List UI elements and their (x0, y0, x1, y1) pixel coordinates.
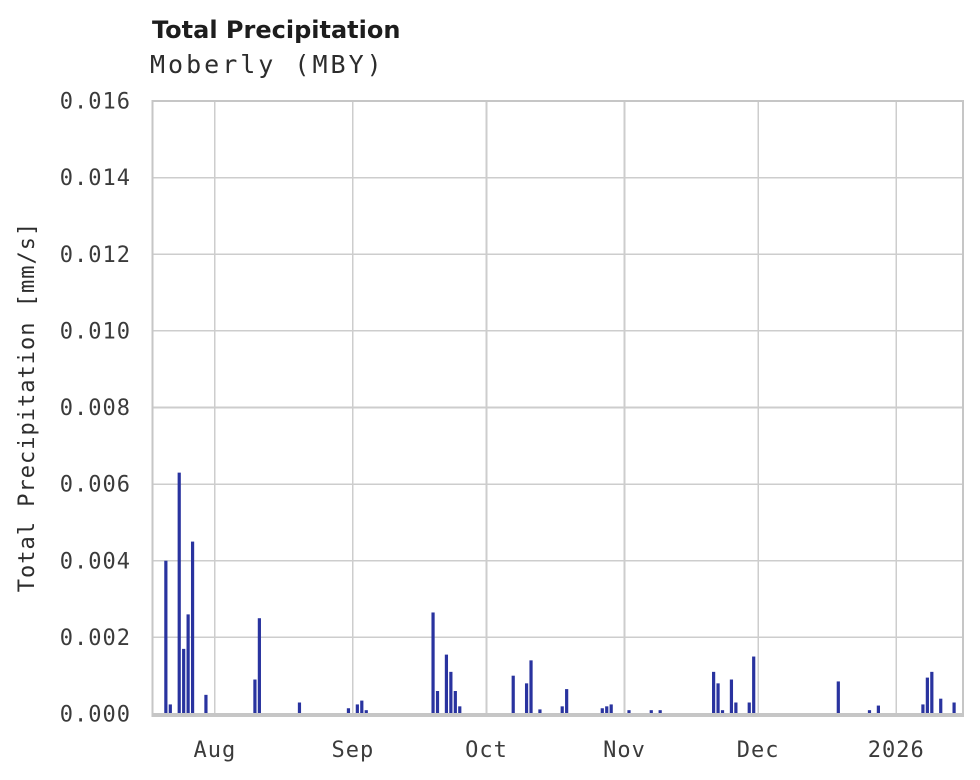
spike-bar (609, 704, 613, 713)
spike-bar (346, 708, 351, 713)
spike-bar (930, 671, 934, 713)
spike-bar (952, 702, 956, 713)
x-tick-label: Sep (332, 738, 375, 763)
spike-bar (747, 702, 751, 713)
spike-bar (449, 671, 453, 713)
chart-subtitle: Moberly (MBY) (150, 50, 385, 79)
spike-bar (431, 612, 435, 713)
spike-bar (511, 675, 515, 713)
spike-bar (627, 710, 631, 713)
spike-bar (925, 677, 929, 713)
spike-bar (297, 702, 302, 713)
spike-bar (605, 706, 609, 713)
spike-bar (524, 683, 529, 713)
x-tick-label: 2026 (868, 738, 925, 763)
spike-bar (435, 691, 440, 713)
spike-bar (876, 705, 880, 713)
spike-bar (186, 614, 190, 713)
spike-bar (720, 710, 725, 713)
spike-bar (458, 706, 462, 713)
y-tick-label: 0.000 (60, 703, 131, 728)
spike-bar (182, 648, 186, 713)
y-tick-label: 0.012 (60, 243, 131, 268)
spike-bar (177, 472, 181, 713)
spike-bar (752, 656, 756, 713)
x-tick-label: Nov (603, 738, 646, 763)
spike-bar (565, 689, 569, 713)
y-tick-label: 0.008 (60, 396, 131, 421)
spike-bar (253, 679, 257, 713)
spike-bar (600, 708, 604, 713)
spike-bar (364, 710, 368, 713)
spike-bar (538, 709, 542, 713)
spike-bar (867, 710, 872, 713)
spike-bar (921, 704, 925, 713)
spike-bar (204, 694, 208, 713)
spike-bar (444, 654, 449, 713)
y-tick-label: 0.016 (60, 90, 131, 115)
spike-bar (729, 679, 734, 713)
spike-bar (164, 560, 168, 713)
chart-title: Total Precipitation (152, 16, 401, 44)
spike-bar (939, 698, 943, 713)
y-tick-label: 0.006 (60, 473, 131, 498)
x-tick-label: Dec (737, 738, 780, 763)
spike-bar (658, 710, 662, 713)
spike-bar (355, 704, 359, 713)
x-tick-label: Aug (193, 738, 236, 763)
spike-bar (649, 710, 653, 713)
spike-bar (734, 702, 738, 713)
spike-bar (360, 700, 364, 713)
spike-bar (190, 541, 195, 713)
plot-area: 0.000 0.002 0.004 0.006 0.008 0.010 0.012 0.014… (60, 90, 965, 763)
y-axis-label: Total Precipitation [mm/s] (15, 222, 40, 592)
spike-bar (836, 681, 840, 713)
y-tick-label: 0.014 (60, 166, 131, 191)
spike-bar (168, 704, 172, 713)
x-tick-label: Oct (465, 738, 508, 763)
spike-bar (257, 618, 261, 713)
spike-bar (560, 706, 564, 713)
y-tick-label: 0.002 (60, 626, 131, 651)
y-tick-label: 0.004 (60, 549, 131, 574)
spike-bar (712, 671, 716, 713)
y-tick-label: 0.010 (60, 319, 131, 344)
spike-bar (716, 683, 720, 713)
spike-bar (529, 660, 533, 713)
spike-bar (453, 691, 457, 713)
